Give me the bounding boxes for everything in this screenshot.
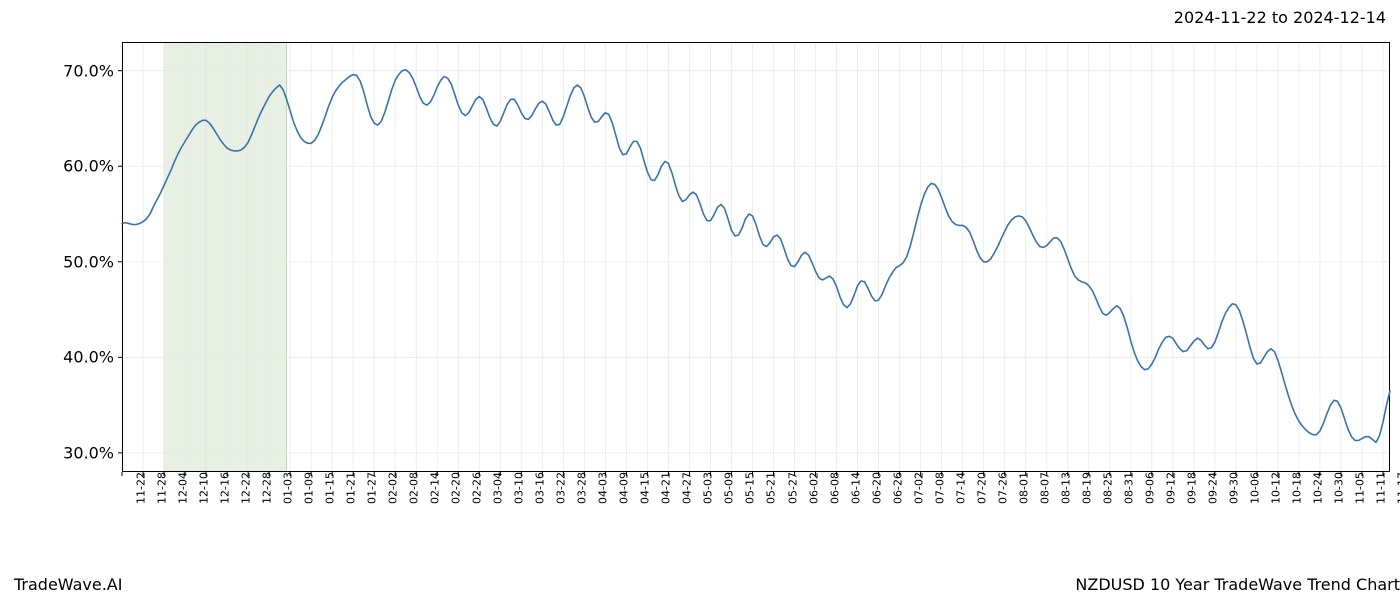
x-tick-label: 05-15 [738, 472, 757, 504]
date-range-label: 2024-11-22 to 2024-12-14 [1174, 8, 1386, 27]
y-tick-label: 40.0% [63, 348, 122, 367]
x-tick-label: 09-06 [1137, 472, 1156, 504]
x-tick-label: 01-27 [360, 472, 379, 504]
x-tick-label: 05-09 [717, 472, 736, 504]
x-tick-label: 02-20 [444, 472, 463, 504]
y-tick-label: 60.0% [63, 157, 122, 176]
x-tick-label: 06-14 [843, 472, 862, 504]
x-tick-label: 07-26 [990, 472, 1009, 504]
x-tick-label: 04-21 [654, 472, 673, 504]
x-tick-label: 12-22 [234, 472, 253, 504]
x-tick-label: 03-10 [507, 472, 526, 504]
x-tick-label: 11-28 [150, 472, 169, 504]
x-tick-label: 05-27 [780, 472, 799, 504]
x-tick-label: 03-04 [486, 472, 505, 504]
x-tick-label: 10-12 [1263, 472, 1282, 504]
x-tick-label: 03-22 [549, 472, 568, 504]
x-tick-label: 09-24 [1200, 472, 1219, 504]
x-tick-label: 11-22 [128, 472, 147, 504]
x-tick-label: 08-19 [1074, 472, 1093, 504]
x-tick-label: 04-03 [591, 472, 610, 504]
x-tick-label: 09-30 [1221, 472, 1240, 504]
x-tick-label: 06-20 [864, 472, 883, 504]
x-tick-label: 02-26 [465, 472, 484, 504]
x-tick-label: 03-16 [528, 472, 547, 504]
x-tick-label: 03-28 [570, 472, 589, 504]
chart-caption: NZDUSD 10 Year TradeWave Trend Chart [1075, 575, 1400, 594]
y-tick-label: 30.0% [63, 443, 122, 462]
x-tick-label: 10-18 [1284, 472, 1303, 504]
x-tick-label: 07-20 [969, 472, 988, 504]
x-tick-label: 01-15 [318, 472, 337, 504]
x-tick-label: 01-03 [276, 472, 295, 504]
x-tick-label: 11-17 [1389, 472, 1400, 504]
x-tick-label: 06-02 [801, 472, 820, 504]
x-tick-label: 07-08 [927, 472, 946, 504]
x-tick-label: 02-14 [423, 472, 442, 504]
x-tick-label: 09-12 [1158, 472, 1177, 504]
x-tick-label: 04-09 [612, 472, 631, 504]
x-tick-label: 02-08 [402, 472, 421, 504]
x-tick-label: 09-18 [1179, 472, 1198, 504]
chart-container: { "header": { "date_range": "2024-11-22 … [0, 0, 1400, 600]
x-tick-label: 11-11 [1368, 472, 1387, 504]
x-tick-label: 08-01 [1011, 472, 1030, 504]
x-tick-label: 08-25 [1095, 472, 1114, 504]
x-tick-label: 10-06 [1242, 472, 1261, 504]
x-tick-label: 05-03 [696, 472, 715, 504]
y-tick-label: 50.0% [63, 252, 122, 271]
x-tick-label: 06-08 [822, 472, 841, 504]
x-tick-label: 12-16 [213, 472, 232, 504]
brand-label: TradeWave.AI [14, 575, 122, 594]
y-tick-label: 70.0% [63, 61, 122, 80]
x-tick-label: 08-13 [1053, 472, 1072, 504]
x-tick-label: 08-31 [1116, 472, 1135, 504]
x-tick-label: 04-15 [633, 472, 652, 504]
x-tick-label: 08-07 [1032, 472, 1051, 504]
x-tick-label: 12-10 [192, 472, 211, 504]
x-tick-label: 07-02 [906, 472, 925, 504]
x-tick-label: 04-27 [675, 472, 694, 504]
x-tick-label: 07-14 [948, 472, 967, 504]
x-tick-label: 05-21 [759, 472, 778, 504]
x-tick-label: 06-26 [885, 472, 904, 504]
chart-svg [122, 42, 1390, 472]
x-tick-label: 12-28 [255, 472, 274, 504]
x-tick-label: 12-04 [171, 472, 190, 504]
x-tick-label: 10-30 [1326, 472, 1345, 504]
x-tick-label: 11-05 [1347, 472, 1366, 504]
x-tick-label: 02-02 [381, 472, 400, 504]
plot-area: 30.0%40.0%50.0%60.0%70.0%11-2211-2812-04… [122, 42, 1390, 472]
x-tick-label: 10-24 [1305, 472, 1324, 504]
x-tick-label: 01-21 [339, 472, 358, 504]
x-tick-label: 01-09 [297, 472, 316, 504]
